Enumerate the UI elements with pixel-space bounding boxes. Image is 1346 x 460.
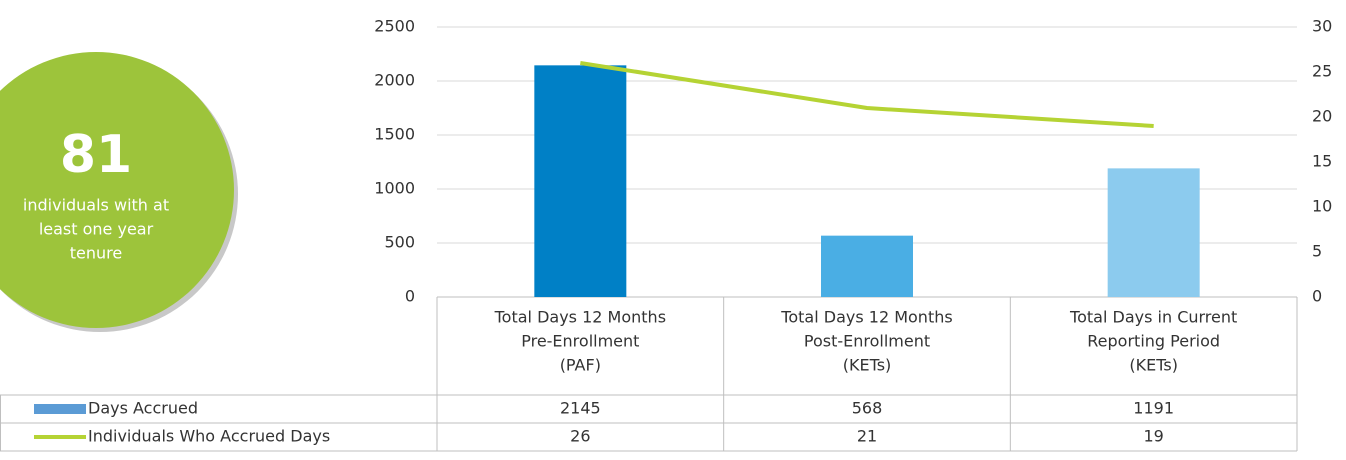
bar — [821, 235, 913, 297]
bar — [1107, 168, 1200, 297]
legend-label: Days Accrued — [88, 399, 198, 418]
x-tick-label: (KETs) — [843, 356, 892, 375]
table-value: 1191 — [1133, 399, 1174, 418]
badge-value: 81 — [60, 125, 132, 185]
x-tick-label: Post-Enrollment — [804, 332, 930, 351]
y2-tick-label: 10 — [1312, 197, 1332, 216]
y-tick-label: 500 — [384, 233, 415, 252]
table-value: 2145 — [560, 399, 601, 418]
x-tick-label: Total Days 12 Months — [494, 308, 666, 327]
line — [580, 61, 1154, 128]
y-tick-label: 2000 — [374, 71, 415, 90]
y2-tick-label: 25 — [1312, 62, 1332, 81]
y2-tick-label: 0 — [1312, 287, 1322, 306]
y-tick-label: 1000 — [374, 179, 415, 198]
x-tick-label: Pre-Enrollment — [521, 332, 639, 351]
y2-tick-label: 30 — [1312, 17, 1332, 36]
table-value: 568 — [852, 399, 883, 418]
badge-text: tenure — [70, 244, 122, 263]
y-tick-label: 2500 — [374, 17, 415, 36]
y2-tick-label: 20 — [1312, 107, 1332, 126]
badge — [0, 52, 234, 328]
y-tick-label: 0 — [405, 287, 415, 306]
y-tick-label: 1500 — [374, 125, 415, 144]
table-value: 26 — [570, 427, 590, 446]
x-tick-label: Reporting Period — [1087, 332, 1220, 351]
y2-tick-label: 5 — [1312, 242, 1322, 261]
legend-key — [34, 404, 86, 414]
table-value: 19 — [1143, 427, 1163, 446]
y2-tick-label: 15 — [1312, 152, 1332, 171]
x-tick-label: Total Days in Current — [1069, 308, 1237, 327]
table-value: 21 — [857, 427, 877, 446]
x-tick-label: Total Days 12 Months — [780, 308, 952, 327]
bar — [534, 65, 627, 297]
badge-text: individuals with at — [23, 196, 169, 215]
x-tick-label: (PAF) — [560, 356, 601, 375]
x-tick-label: (KETs) — [1129, 356, 1178, 375]
badge-text: least one year — [39, 220, 154, 239]
legend-label: Individuals Who Accrued Days — [88, 427, 330, 446]
